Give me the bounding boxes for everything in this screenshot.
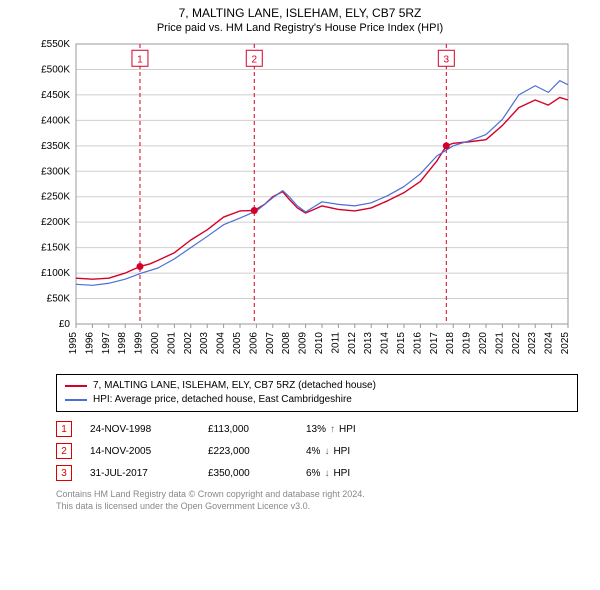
svg-text:2004: 2004	[216, 332, 227, 355]
svg-text:2007: 2007	[265, 332, 276, 355]
event-delta: 4%↓ HPI	[306, 446, 350, 457]
svg-text:2012: 2012	[347, 332, 358, 355]
svg-text:£550K: £550K	[41, 39, 70, 50]
event-marker: 1	[56, 421, 72, 437]
svg-text:£0: £0	[59, 319, 71, 330]
svg-text:2021: 2021	[494, 332, 505, 355]
svg-text:2018: 2018	[445, 332, 456, 355]
attribution-line: Contains HM Land Registry data © Crown c…	[56, 488, 578, 500]
event-date: 31-JUL-2017	[90, 468, 190, 479]
svg-text:£350K: £350K	[41, 141, 70, 152]
svg-text:£250K: £250K	[41, 192, 70, 203]
event-price: £223,000	[208, 446, 288, 457]
svg-text:2006: 2006	[248, 332, 259, 355]
event-row: 1 24-NOV-1998 £113,000 13%↑ HPI	[56, 418, 578, 440]
page-title: 7, MALTING LANE, ISLEHAM, ELY, CB7 5RZ	[0, 0, 600, 20]
event-row: 3 31-JUL-2017 £350,000 6%↓ HPI	[56, 462, 578, 484]
svg-text:1996: 1996	[84, 332, 95, 355]
svg-text:2011: 2011	[330, 332, 341, 354]
svg-text:2005: 2005	[232, 332, 243, 355]
event-marker: 2	[56, 443, 72, 459]
event-date: 14-NOV-2005	[90, 446, 190, 457]
event-date: 24-NOV-1998	[90, 424, 190, 435]
svg-text:2017: 2017	[429, 332, 440, 355]
svg-text:2: 2	[251, 54, 257, 65]
svg-text:1997: 1997	[101, 332, 112, 355]
events-table: 1 24-NOV-1998 £113,000 13%↑ HPI 2 14-NOV-2005…	[56, 418, 578, 484]
svg-text:2010: 2010	[314, 332, 325, 355]
legend-row: 7, MALTING LANE, ISLEHAM, ELY, CB7 5RZ (…	[65, 379, 569, 393]
event-delta: 13%↑ HPI	[306, 424, 356, 435]
arrow-down-icon: ↓	[324, 468, 329, 479]
legend: 7, MALTING LANE, ISLEHAM, ELY, CB7 5RZ (…	[56, 374, 578, 412]
legend-label: HPI: Average price, detached house, East…	[93, 393, 352, 407]
legend-row: HPI: Average price, detached house, East…	[65, 393, 569, 407]
svg-text:£150K: £150K	[41, 243, 70, 254]
event-price: £350,000	[208, 468, 288, 479]
svg-text:1: 1	[137, 54, 143, 65]
event-row: 2 14-NOV-2005 £223,000 4%↓ HPI	[56, 440, 578, 462]
svg-text:2022: 2022	[511, 332, 522, 355]
svg-text:2001: 2001	[166, 332, 177, 355]
legend-label: 7, MALTING LANE, ISLEHAM, ELY, CB7 5RZ (…	[93, 379, 376, 393]
attribution: Contains HM Land Registry data © Crown c…	[56, 488, 578, 512]
svg-text:£400K: £400K	[41, 115, 70, 126]
legend-swatch	[65, 399, 87, 401]
svg-text:1995: 1995	[68, 332, 79, 355]
svg-text:2024: 2024	[544, 332, 555, 355]
svg-text:2008: 2008	[281, 332, 292, 355]
svg-text:3: 3	[444, 54, 450, 65]
event-delta: 6%↓ HPI	[306, 468, 350, 479]
svg-text:2020: 2020	[478, 332, 489, 355]
svg-text:2003: 2003	[199, 332, 210, 355]
svg-text:2019: 2019	[462, 332, 473, 355]
svg-text:£300K: £300K	[41, 166, 70, 177]
svg-text:£100K: £100K	[41, 268, 70, 279]
arrow-up-icon: ↑	[330, 424, 335, 435]
price-chart: £0 £50K £100K £150K £200K £250K £300K £350K £400…	[20, 38, 580, 368]
svg-text:2013: 2013	[363, 332, 374, 355]
attribution-line: This data is licensed under the Open Gov…	[56, 500, 578, 512]
svg-text:£50K: £50K	[47, 294, 71, 305]
svg-text:2016: 2016	[412, 332, 423, 355]
event-price: £113,000	[208, 424, 288, 435]
svg-text:2014: 2014	[380, 332, 391, 355]
svg-text:£450K: £450K	[41, 90, 70, 101]
legend-swatch	[65, 385, 87, 387]
svg-text:2023: 2023	[527, 332, 538, 355]
svg-text:2000: 2000	[150, 332, 161, 355]
page-subtitle: Price paid vs. HM Land Registry's House …	[0, 20, 600, 38]
svg-text:£200K: £200K	[41, 217, 70, 228]
svg-text:2025: 2025	[560, 332, 571, 355]
event-marker: 3	[56, 465, 72, 481]
svg-text:1999: 1999	[134, 332, 145, 355]
svg-text:2009: 2009	[298, 332, 309, 355]
svg-text:2002: 2002	[183, 332, 194, 355]
svg-text:2015: 2015	[396, 332, 407, 355]
arrow-down-icon: ↓	[324, 446, 329, 457]
svg-text:£500K: £500K	[41, 64, 70, 75]
svg-text:1998: 1998	[117, 332, 128, 355]
